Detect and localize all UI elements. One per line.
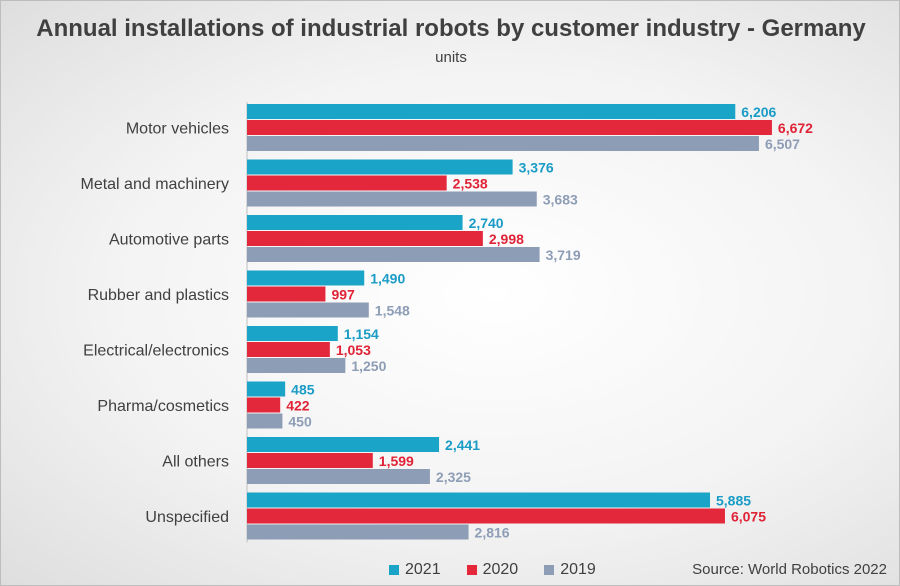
value-label-pharma-cosmetics-2019: 450 bbox=[288, 414, 312, 430]
value-label-motor-vehicles-2020: 6,672 bbox=[778, 120, 813, 136]
legend-label-2021: 2021 bbox=[405, 561, 441, 578]
bar-motor-vehicles-2019 bbox=[247, 136, 759, 151]
value-label-all-others-2019: 2,325 bbox=[436, 469, 471, 485]
value-label-metal-and-machinery-2019: 3,683 bbox=[543, 192, 578, 208]
chart-legend: 2021 2020 2019 bbox=[389, 561, 596, 579]
value-label-automotive-parts-2019: 3,719 bbox=[546, 247, 581, 263]
value-label-electrical-electronics-2020: 1,053 bbox=[336, 342, 371, 358]
bar-unspecified-2020 bbox=[247, 508, 725, 524]
bar-all-others-2019 bbox=[247, 469, 430, 484]
bar-pharma-cosmetics-2021 bbox=[247, 381, 286, 397]
value-label-electrical-electronics-2019: 1,250 bbox=[351, 358, 386, 374]
category-label-rubber-and-plastics: Rubber and plastics bbox=[88, 287, 229, 304]
value-label-pharma-cosmetics-2021: 485 bbox=[291, 382, 315, 398]
bar-pharma-cosmetics-2020 bbox=[247, 397, 281, 413]
bar-all-others-2021 bbox=[247, 437, 440, 452]
value-label-all-others-2021: 2,441 bbox=[445, 437, 480, 453]
value-label-unspecified-2020: 6,075 bbox=[731, 509, 766, 525]
value-label-motor-vehicles-2021: 6,206 bbox=[741, 104, 776, 120]
legend-item-2021: 2021 bbox=[389, 561, 441, 579]
category-label-pharma-cosmetics: Pharma/cosmetics bbox=[97, 398, 229, 415]
legend-swatch-2021 bbox=[389, 565, 399, 575]
value-label-rubber-and-plastics-2019: 1,548 bbox=[375, 303, 410, 319]
bar-unspecified-2019 bbox=[247, 524, 469, 540]
chart-title: Annual installations of industrial robot… bbox=[36, 15, 866, 42]
value-label-unspecified-2021: 5,885 bbox=[716, 493, 751, 509]
value-label-pharma-cosmetics-2020: 422 bbox=[286, 398, 310, 414]
legend-swatch-2020 bbox=[466, 565, 477, 575]
source-note: Source: World Robotics 2022 bbox=[692, 561, 887, 578]
legend-swatch-2019 bbox=[544, 565, 555, 575]
legend-item-2020: 2020 bbox=[466, 561, 519, 579]
bar-metal-and-machinery-2019 bbox=[247, 191, 537, 207]
value-label-rubber-and-plastics-2021: 1,490 bbox=[370, 271, 405, 287]
legend-label-2020: 2020 bbox=[482, 561, 519, 578]
bar-electrical-electronics-2020 bbox=[247, 342, 330, 357]
value-label-electrical-electronics-2021: 1,154 bbox=[344, 326, 379, 342]
category-label-motor-vehicles: Motor vehicles bbox=[126, 121, 229, 138]
value-label-motor-vehicles-2019: 6,507 bbox=[765, 136, 800, 152]
bar-rubber-and-plastics-2021 bbox=[247, 270, 365, 286]
value-label-rubber-and-plastics-2020: 997 bbox=[331, 287, 355, 303]
category-label-electrical-electronics: Electrical/electronics bbox=[83, 343, 229, 360]
category-label-all-others: All others bbox=[162, 454, 229, 471]
bar-automotive-parts-2019 bbox=[247, 247, 540, 262]
legend-label-2019: 2019 bbox=[560, 561, 596, 578]
value-label-automotive-parts-2020: 2,998 bbox=[489, 231, 524, 247]
bar-all-others-2020 bbox=[247, 453, 373, 468]
bar-metal-and-machinery-2020 bbox=[247, 175, 447, 191]
bar-pharma-cosmetics-2019 bbox=[247, 413, 283, 429]
bar-electrical-electronics-2021 bbox=[247, 326, 338, 341]
bar-automotive-parts-2020 bbox=[247, 231, 483, 246]
bar-rubber-and-plastics-2019 bbox=[247, 302, 369, 318]
category-label-unspecified: Unspecified bbox=[145, 509, 229, 526]
chart-subtitle: units bbox=[435, 49, 467, 66]
bar-metal-and-machinery-2021 bbox=[247, 159, 513, 175]
value-label-metal-and-machinery-2020: 2,538 bbox=[453, 176, 488, 192]
value-label-metal-and-machinery-2021: 3,376 bbox=[519, 160, 554, 176]
bar-motor-vehicles-2020 bbox=[247, 120, 772, 135]
bar-unspecified-2021 bbox=[247, 492, 711, 508]
category-label-metal-and-machinery: Metal and machinery bbox=[80, 176, 229, 193]
value-label-unspecified-2019: 2,816 bbox=[475, 525, 510, 541]
bar-motor-vehicles-2021 bbox=[247, 104, 736, 119]
value-label-automotive-parts-2021: 2,740 bbox=[469, 215, 504, 231]
category-label-automotive-parts: Automotive parts bbox=[109, 232, 229, 249]
bar-electrical-electronics-2019 bbox=[247, 358, 346, 373]
bar-automotive-parts-2021 bbox=[247, 215, 463, 230]
legend-item-2019: 2019 bbox=[544, 561, 596, 579]
value-label-all-others-2020: 1,599 bbox=[379, 453, 414, 469]
bar-rubber-and-plastics-2020 bbox=[247, 286, 326, 302]
